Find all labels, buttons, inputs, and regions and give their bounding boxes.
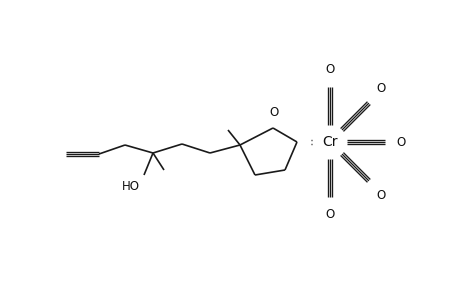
- Text: O: O: [395, 136, 404, 148]
- Text: O: O: [325, 63, 334, 76]
- Text: O: O: [269, 106, 278, 119]
- Text: HO: HO: [122, 180, 140, 193]
- Text: O: O: [325, 208, 334, 221]
- Text: O: O: [376, 82, 385, 95]
- Text: O: O: [376, 189, 385, 202]
- Text: Cr: Cr: [322, 135, 337, 149]
